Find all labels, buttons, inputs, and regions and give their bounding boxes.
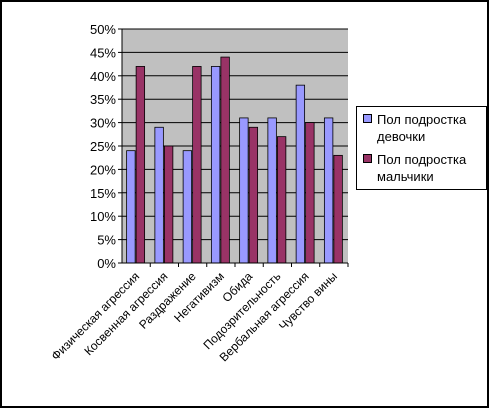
bar-boys bbox=[333, 154, 343, 264]
y-tick-label: 15% bbox=[90, 186, 116, 201]
bar-boys bbox=[135, 66, 146, 264]
y-tick-label: 35% bbox=[90, 92, 116, 107]
bar-boys bbox=[305, 122, 315, 264]
y-tick-label: 10% bbox=[90, 209, 116, 224]
bar-boys bbox=[276, 136, 287, 264]
legend-swatch-boys bbox=[363, 154, 372, 163]
y-tick-label: 5% bbox=[97, 233, 116, 248]
bar-girls bbox=[239, 117, 249, 264]
bar-boys bbox=[163, 145, 174, 264]
y-tick-label: 25% bbox=[90, 139, 116, 154]
bar-girls bbox=[295, 84, 306, 264]
bar-boys bbox=[220, 56, 230, 264]
bar-girls bbox=[210, 66, 221, 264]
bar-girls bbox=[267, 117, 277, 264]
y-tick-label: 30% bbox=[90, 116, 116, 131]
legend-label-girls: Пол подростка девочки bbox=[377, 112, 467, 144]
bar-girls bbox=[182, 150, 193, 264]
bar-girls bbox=[323, 117, 334, 264]
bar-boys bbox=[192, 66, 202, 264]
y-tick-label: 40% bbox=[90, 69, 116, 84]
y-tick-label: 0% bbox=[97, 256, 116, 271]
legend-swatch-girls bbox=[363, 114, 372, 123]
legend: Пол подростка девочки Пол подростка маль… bbox=[356, 106, 487, 190]
y-tick-label: 50% bbox=[90, 22, 116, 37]
bar-boys bbox=[248, 126, 259, 264]
bar-girls bbox=[126, 150, 136, 264]
y-tick-label: 20% bbox=[90, 162, 116, 177]
y-tick-label: 45% bbox=[90, 45, 116, 60]
bar-girls bbox=[154, 126, 164, 264]
legend-label-boys: Пол подростка мальчики bbox=[377, 152, 467, 184]
